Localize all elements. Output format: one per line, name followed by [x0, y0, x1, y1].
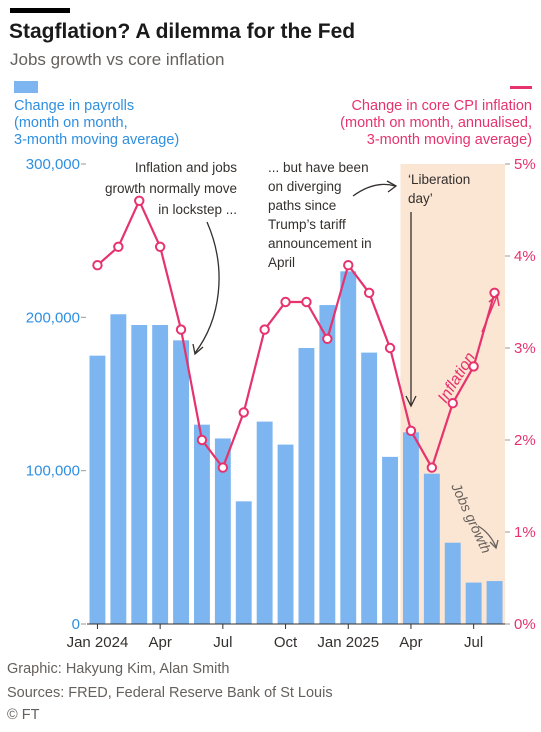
core-cpi-point	[447, 398, 458, 409]
annotation-diverging-line: paths since	[268, 198, 336, 213]
payroll-bar	[403, 432, 419, 624]
annotation-diverging-line: ... but have been	[268, 160, 369, 175]
annotation-lockstep-line: growth normally move	[105, 181, 237, 196]
legend-payrolls: Change in payrolls (month on month, 3-mo…	[14, 98, 179, 149]
chart-svg: 0 100,000 200,000 300,000 0% 1% 2% 3% 4% 5% Jan 20…	[26, 156, 536, 651]
x-axis-tick-label: Jul	[213, 634, 232, 651]
annotation-lockstep-arrowhead	[192, 343, 204, 356]
right-axis-tick-label: 5%	[514, 156, 536, 173]
core-cpi-point	[154, 241, 166, 253]
legend-core-cpi: Change in core CPI inflation (month on m…	[340, 98, 532, 149]
legend-payrolls-line-3: 3-month moving average)	[14, 132, 180, 148]
legend-cpi-line-1: Change in core CPI inflation	[351, 98, 532, 114]
left-axis-tick-label: 100,000	[26, 463, 80, 480]
payroll-bar	[152, 325, 169, 624]
payroll-bar	[194, 424, 210, 624]
annotation-liberation-day-line: day’	[408, 191, 433, 206]
left-axis-tick-label: 0	[72, 616, 80, 633]
right-axis-tick-label: 1%	[514, 524, 536, 541]
core-cpi-point	[301, 296, 312, 308]
payroll-bar	[340, 271, 357, 624]
payroll-bar	[277, 444, 294, 624]
core-cpi-point	[322, 333, 333, 345]
payroll-bar	[361, 352, 378, 624]
payroll-bar	[423, 473, 440, 624]
payroll-bar	[131, 325, 148, 624]
core-cpi-point	[259, 324, 270, 335]
payroll-bar	[110, 314, 127, 624]
core-cpi-point	[134, 195, 145, 206]
x-axis-tick-label: Apr	[148, 634, 171, 651]
footer-sources: Sources: FRED, Federal Reserve Bank of S…	[7, 685, 333, 701]
payroll-bar	[214, 438, 231, 624]
left-axis-tick-label: 300,000	[26, 156, 80, 173]
annotation-diverging-arrow	[352, 183, 396, 197]
core-cpi-point	[280, 296, 291, 308]
inflation-arrowhead	[488, 293, 500, 307]
legend-cpi-line-2: (month on month, annualised,	[340, 115, 532, 131]
core-cpi-point	[363, 287, 375, 299]
core-cpi-point	[238, 407, 249, 418]
payroll-bar	[235, 501, 252, 624]
annotation-liberation-day-line: ‘Liberation	[408, 172, 470, 187]
legend-cpi-line-3: 3-month moving average)	[366, 132, 532, 148]
legend-payrolls-line-2: (month on month,	[14, 115, 128, 131]
payroll-bar	[89, 355, 106, 624]
chart-subtitle: Jobs growth vs core inflation	[10, 50, 225, 69]
footer-copyright: © FT	[7, 707, 40, 723]
legend-line-swatch	[510, 86, 532, 89]
core-cpi-point	[92, 260, 103, 271]
core-cpi-point	[343, 260, 354, 271]
annotation-lockstep-line: in lockstep ...	[158, 202, 237, 217]
annotation-diverging-line: on diverging	[268, 179, 342, 194]
payroll-bar	[382, 456, 398, 624]
jobs-growth-arrow	[477, 525, 497, 548]
right-axis-tick-label: 3%	[514, 340, 536, 357]
payroll-bar	[298, 348, 315, 624]
right-axis-tick-label: 4%	[514, 248, 536, 265]
core-cpi-point	[196, 434, 208, 446]
core-cpi-point	[175, 324, 187, 335]
annotation-diverging-line: Trump’s tariff	[268, 217, 346, 232]
footer-graphic-credit: Graphic: Hakyung Kim, Alan Smith	[7, 661, 230, 677]
ft-top-bar	[10, 8, 70, 13]
x-axis-tick-label: Jul	[464, 634, 483, 651]
core-cpi-point	[426, 462, 438, 473]
x-axis-tick-label: Jan 2024	[67, 634, 129, 651]
payroll-bar	[173, 340, 189, 624]
annotation-diverging-line: April	[268, 255, 295, 270]
x-axis-tick-label: Jan 2025	[317, 634, 379, 651]
x-axis-tick-label: Apr	[399, 634, 422, 651]
payroll-bar	[319, 305, 336, 624]
x-axis-tick-label: Oct	[274, 634, 298, 651]
right-axis-tick-label: 0%	[514, 616, 536, 633]
core-cpi-point	[113, 241, 124, 253]
core-cpi-point	[405, 425, 417, 436]
core-cpi-line	[96, 199, 496, 469]
payroll-bar	[444, 542, 461, 624]
core-cpi-point	[217, 462, 229, 473]
left-axis-tick-label: 200,000	[26, 309, 80, 326]
inflation-arrow	[481, 295, 498, 333]
core-cpi-point	[384, 342, 396, 354]
legend-payrolls-line-1: Change in payrolls	[14, 98, 135, 114]
jobs-growth-arrowhead	[489, 539, 499, 550]
core-cpi-point	[468, 361, 479, 372]
annotation-lockstep-line: Inflation and jobs	[135, 160, 237, 175]
payroll-bar	[256, 421, 273, 624]
chart-title: Stagflation? A dilemma for the Fed	[9, 20, 356, 43]
annotation-diverging-line: announcement in	[268, 236, 372, 251]
annotation-lockstep-arrow	[194, 221, 220, 354]
annotation-diverging-arrowhead	[386, 180, 398, 193]
right-axis-tick-label: 2%	[514, 432, 536, 449]
payroll-bar	[465, 582, 482, 624]
payroll-bar	[486, 581, 503, 624]
legend-bar-swatch	[14, 81, 38, 93]
liberation-day-arrowhead	[405, 395, 417, 408]
